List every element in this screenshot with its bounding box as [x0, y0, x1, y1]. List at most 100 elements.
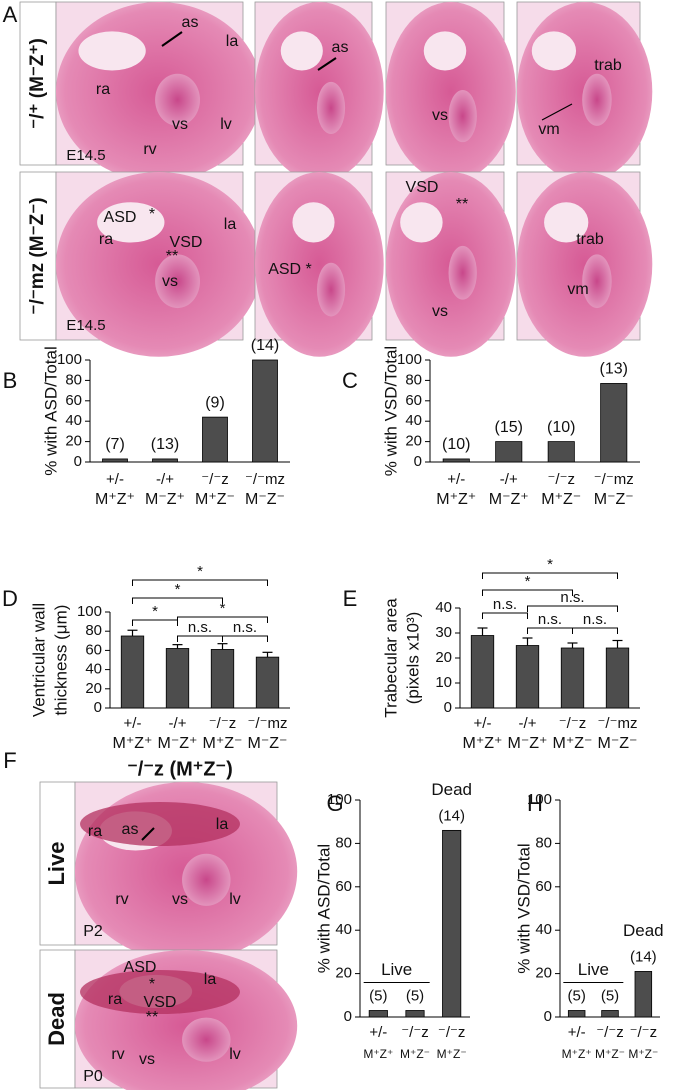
x-tick-label: ⁻/⁻mz	[598, 715, 638, 732]
tissue-label: trab	[594, 57, 622, 74]
y-tick-label: 20	[335, 965, 352, 982]
tissue	[448, 245, 477, 300]
tissue-label: P0	[83, 1068, 103, 1085]
y-tick-label: 80	[65, 371, 82, 388]
x-tick-label: ⁻/⁻z	[596, 1024, 624, 1041]
x-tick-sublabel: M⁺Z⁺	[113, 735, 153, 752]
data-label: (10)	[442, 436, 470, 453]
tissue-label: as	[122, 821, 139, 838]
x-tick-sublabel: M⁺Z⁺	[363, 1047, 393, 1061]
x-tick-label: -/+	[169, 715, 187, 732]
tissue-label: ra	[96, 81, 110, 98]
bracket-label: n.s.	[233, 619, 257, 636]
y-tick-label: 20	[535, 965, 552, 982]
tissue-label: vs	[172, 116, 188, 133]
x-tick-label: ⁻/⁻z	[547, 471, 575, 488]
y-tick-label: 60	[535, 878, 552, 895]
panel-label: A	[3, 2, 18, 27]
bracket-label: *	[547, 556, 553, 573]
tissue	[155, 73, 200, 126]
bracket-line	[177, 616, 268, 623]
y-tick-label: 0	[444, 699, 452, 716]
bracket-line	[222, 635, 268, 642]
data-label: (5)	[567, 987, 585, 1004]
bar	[601, 1010, 619, 1018]
error-bar	[127, 629, 138, 636]
atrium	[80, 802, 240, 846]
tissue-label: lv	[229, 1046, 241, 1063]
significance-bracket	[572, 627, 618, 634]
bar	[252, 359, 278, 463]
y-tick-label: 60	[335, 878, 352, 895]
y-tick-label: 20	[435, 649, 452, 666]
tissue-label: la	[216, 816, 229, 833]
bracket-label: n.s.	[493, 596, 517, 613]
tissue-label: vs	[432, 107, 448, 124]
tissue-label: **	[456, 196, 468, 213]
significance-bracket	[177, 635, 223, 642]
tissue	[292, 202, 335, 243]
bar	[202, 416, 228, 463]
x-tick-sublabel: M⁺Z⁻	[541, 491, 581, 508]
tissue	[386, 2, 516, 182]
x-tick-label: +/-	[447, 471, 465, 488]
bracket-line	[527, 627, 573, 634]
bracket-line	[177, 635, 223, 642]
bar	[600, 383, 628, 463]
group-label: Live	[381, 960, 412, 979]
y-tick-label: 20	[65, 433, 82, 450]
row-label: Dead	[44, 992, 69, 1046]
x-tick-label: +/-	[369, 1024, 387, 1041]
y-tick-label: 20	[405, 433, 422, 450]
x-tick-sublabel: M⁺Z⁻	[437, 1047, 467, 1061]
y-tick-label: 40	[65, 412, 82, 429]
bar	[368, 1010, 388, 1018]
y-axis-label: % with ASD/Total	[41, 346, 60, 475]
tissue-label: la	[204, 971, 217, 988]
significance-bracket	[132, 597, 223, 604]
data-label: (14)	[251, 337, 279, 354]
tissue-label: as	[332, 39, 349, 56]
y-tick-label: 100	[77, 603, 102, 620]
data-label: (13)	[151, 436, 179, 453]
tissue	[317, 81, 346, 135]
arrow	[141, 827, 155, 841]
significance-bracket	[132, 579, 268, 586]
bracket-label: *	[175, 581, 181, 598]
y-tick-label: 100	[397, 351, 422, 368]
tissue-label: vm	[538, 121, 559, 138]
bracket-line	[482, 572, 618, 579]
tissue-label: lv	[229, 891, 241, 908]
significance-bracket	[527, 605, 618, 612]
arrow	[317, 57, 337, 71]
panel-label: F	[3, 748, 16, 773]
x-tick-sublabel: M⁺Z⁻	[628, 1047, 658, 1061]
tissue-label: lv	[220, 116, 232, 133]
bracket-label: *	[152, 603, 158, 620]
y-axis-label: thickness (μm)	[51, 605, 70, 716]
tissue-label: vs	[172, 891, 188, 908]
bracket-line	[482, 612, 528, 619]
bar	[560, 647, 585, 709]
tissue	[423, 31, 467, 71]
bracket-label: *	[197, 563, 203, 580]
y-tick-label: 0	[414, 453, 422, 470]
y-tick-label: 80	[335, 834, 352, 851]
bar	[495, 441, 523, 463]
bar	[442, 829, 462, 1018]
data-label: (13)	[600, 361, 628, 378]
tissue-label: rv	[111, 1046, 124, 1063]
data-label: (5)	[406, 987, 424, 1004]
row-label: Live	[44, 841, 69, 885]
y-axis-label: % with ASD/Total	[314, 844, 333, 973]
tissue	[182, 853, 231, 906]
significance-bracket	[222, 635, 268, 642]
tissue	[255, 172, 384, 357]
tissue-label: ASD *	[268, 261, 312, 278]
bracket-label: n.s.	[188, 619, 212, 636]
x-tick-label: ⁻/⁻z	[209, 715, 237, 732]
x-tick-sublabel: M⁺Z⁺	[562, 1047, 592, 1061]
panel-label: H	[527, 791, 543, 816]
bar	[210, 649, 235, 709]
